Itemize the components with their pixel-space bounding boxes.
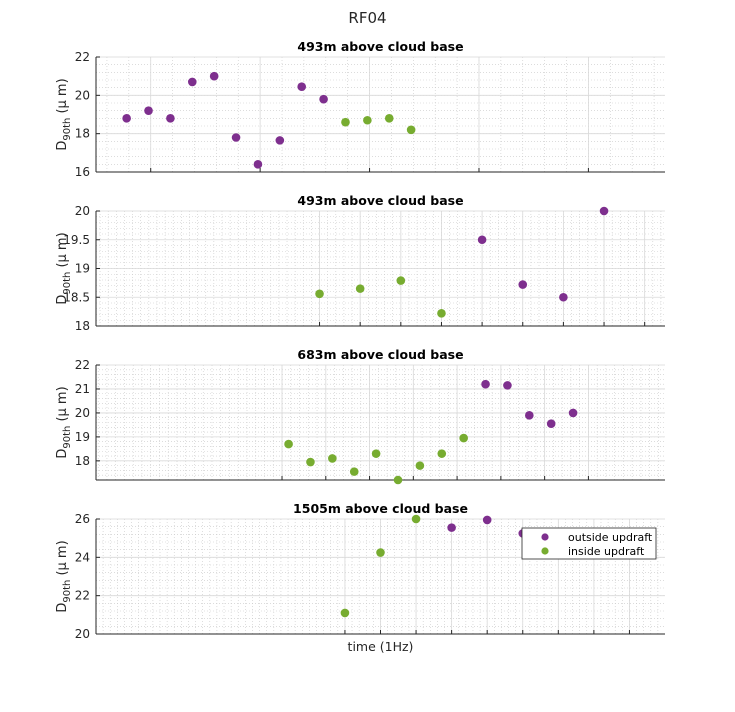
data-point — [328, 454, 337, 463]
figure-title: RF04 — [348, 9, 387, 27]
data-point — [396, 276, 406, 285]
y-tick-label: 22 — [75, 358, 90, 372]
data-point — [122, 114, 131, 123]
data-point — [209, 71, 219, 81]
data-point — [482, 515, 492, 525]
data-point — [599, 206, 609, 216]
data-point — [284, 439, 293, 449]
panel-title: 1505m above cloud base — [293, 501, 468, 516]
data-point — [187, 77, 197, 87]
y-axis-label: D90th (μ m) — [55, 540, 73, 612]
data-point — [459, 433, 468, 443]
y-tick-label: 26 — [75, 512, 90, 526]
y-tick-label: 20 — [75, 627, 90, 641]
y-tick-label: 19 — [75, 430, 90, 444]
data-point — [546, 419, 556, 428]
y-tick-label: 18 — [75, 454, 90, 468]
data-point — [355, 284, 365, 293]
data-point — [503, 381, 512, 390]
y-tick-label: 19.5 — [63, 233, 90, 247]
y-tick-label: 21 — [75, 382, 90, 396]
data-point — [315, 289, 324, 299]
panel-title: 493m above cloud base — [297, 193, 463, 208]
panel-title: 493m above cloud base — [297, 39, 463, 54]
data-point — [341, 117, 350, 127]
data-point — [559, 292, 568, 302]
data-point — [393, 475, 403, 485]
data-point — [319, 94, 328, 104]
data-point — [253, 160, 263, 169]
x-axis-label: time (1Hz) — [348, 639, 414, 654]
y-tick-label: 18.5 — [63, 290, 90, 304]
y-tick-label: 24 — [75, 550, 90, 564]
data-point — [477, 235, 487, 245]
data-point — [447, 523, 456, 532]
data-point — [297, 82, 307, 92]
y-tick-label: 20 — [75, 204, 90, 218]
legend-marker — [541, 547, 549, 555]
legend-marker — [541, 533, 549, 541]
y-tick-label: 18 — [75, 319, 90, 333]
legend-label: outside updraft — [568, 531, 653, 544]
y-axis-label: D90th (μ m) — [55, 232, 73, 304]
y-axis-label: D90th (μ m) — [55, 386, 73, 458]
data-point — [349, 467, 359, 476]
data-point — [437, 449, 447, 458]
y-tick-label: 20 — [75, 88, 90, 102]
data-point — [144, 106, 153, 115]
legend-label: inside updraft — [568, 545, 645, 558]
data-point — [275, 136, 285, 145]
data-point — [406, 125, 416, 135]
data-point — [415, 461, 425, 470]
data-point — [166, 114, 175, 123]
data-point — [376, 548, 385, 557]
y-tick-label: 22 — [75, 50, 90, 64]
data-point — [481, 379, 490, 389]
data-point — [518, 280, 528, 289]
data-point — [437, 309, 446, 318]
data-point — [340, 608, 350, 618]
y-axis-label: D90th (μ m) — [55, 78, 73, 150]
y-tick-label: 18 — [75, 127, 90, 141]
panel-title: 683m above cloud base — [297, 347, 463, 362]
data-point — [411, 514, 421, 524]
data-point — [306, 457, 315, 467]
data-point — [568, 408, 578, 418]
data-point — [231, 133, 241, 142]
data-point — [525, 411, 534, 420]
data-point — [371, 449, 381, 458]
y-tick-label: 16 — [75, 165, 90, 179]
y-tick-label: 20 — [75, 406, 90, 420]
data-point — [363, 115, 372, 125]
y-tick-label: 19 — [75, 262, 90, 276]
data-point — [384, 114, 394, 123]
y-tick-label: 22 — [75, 589, 90, 603]
